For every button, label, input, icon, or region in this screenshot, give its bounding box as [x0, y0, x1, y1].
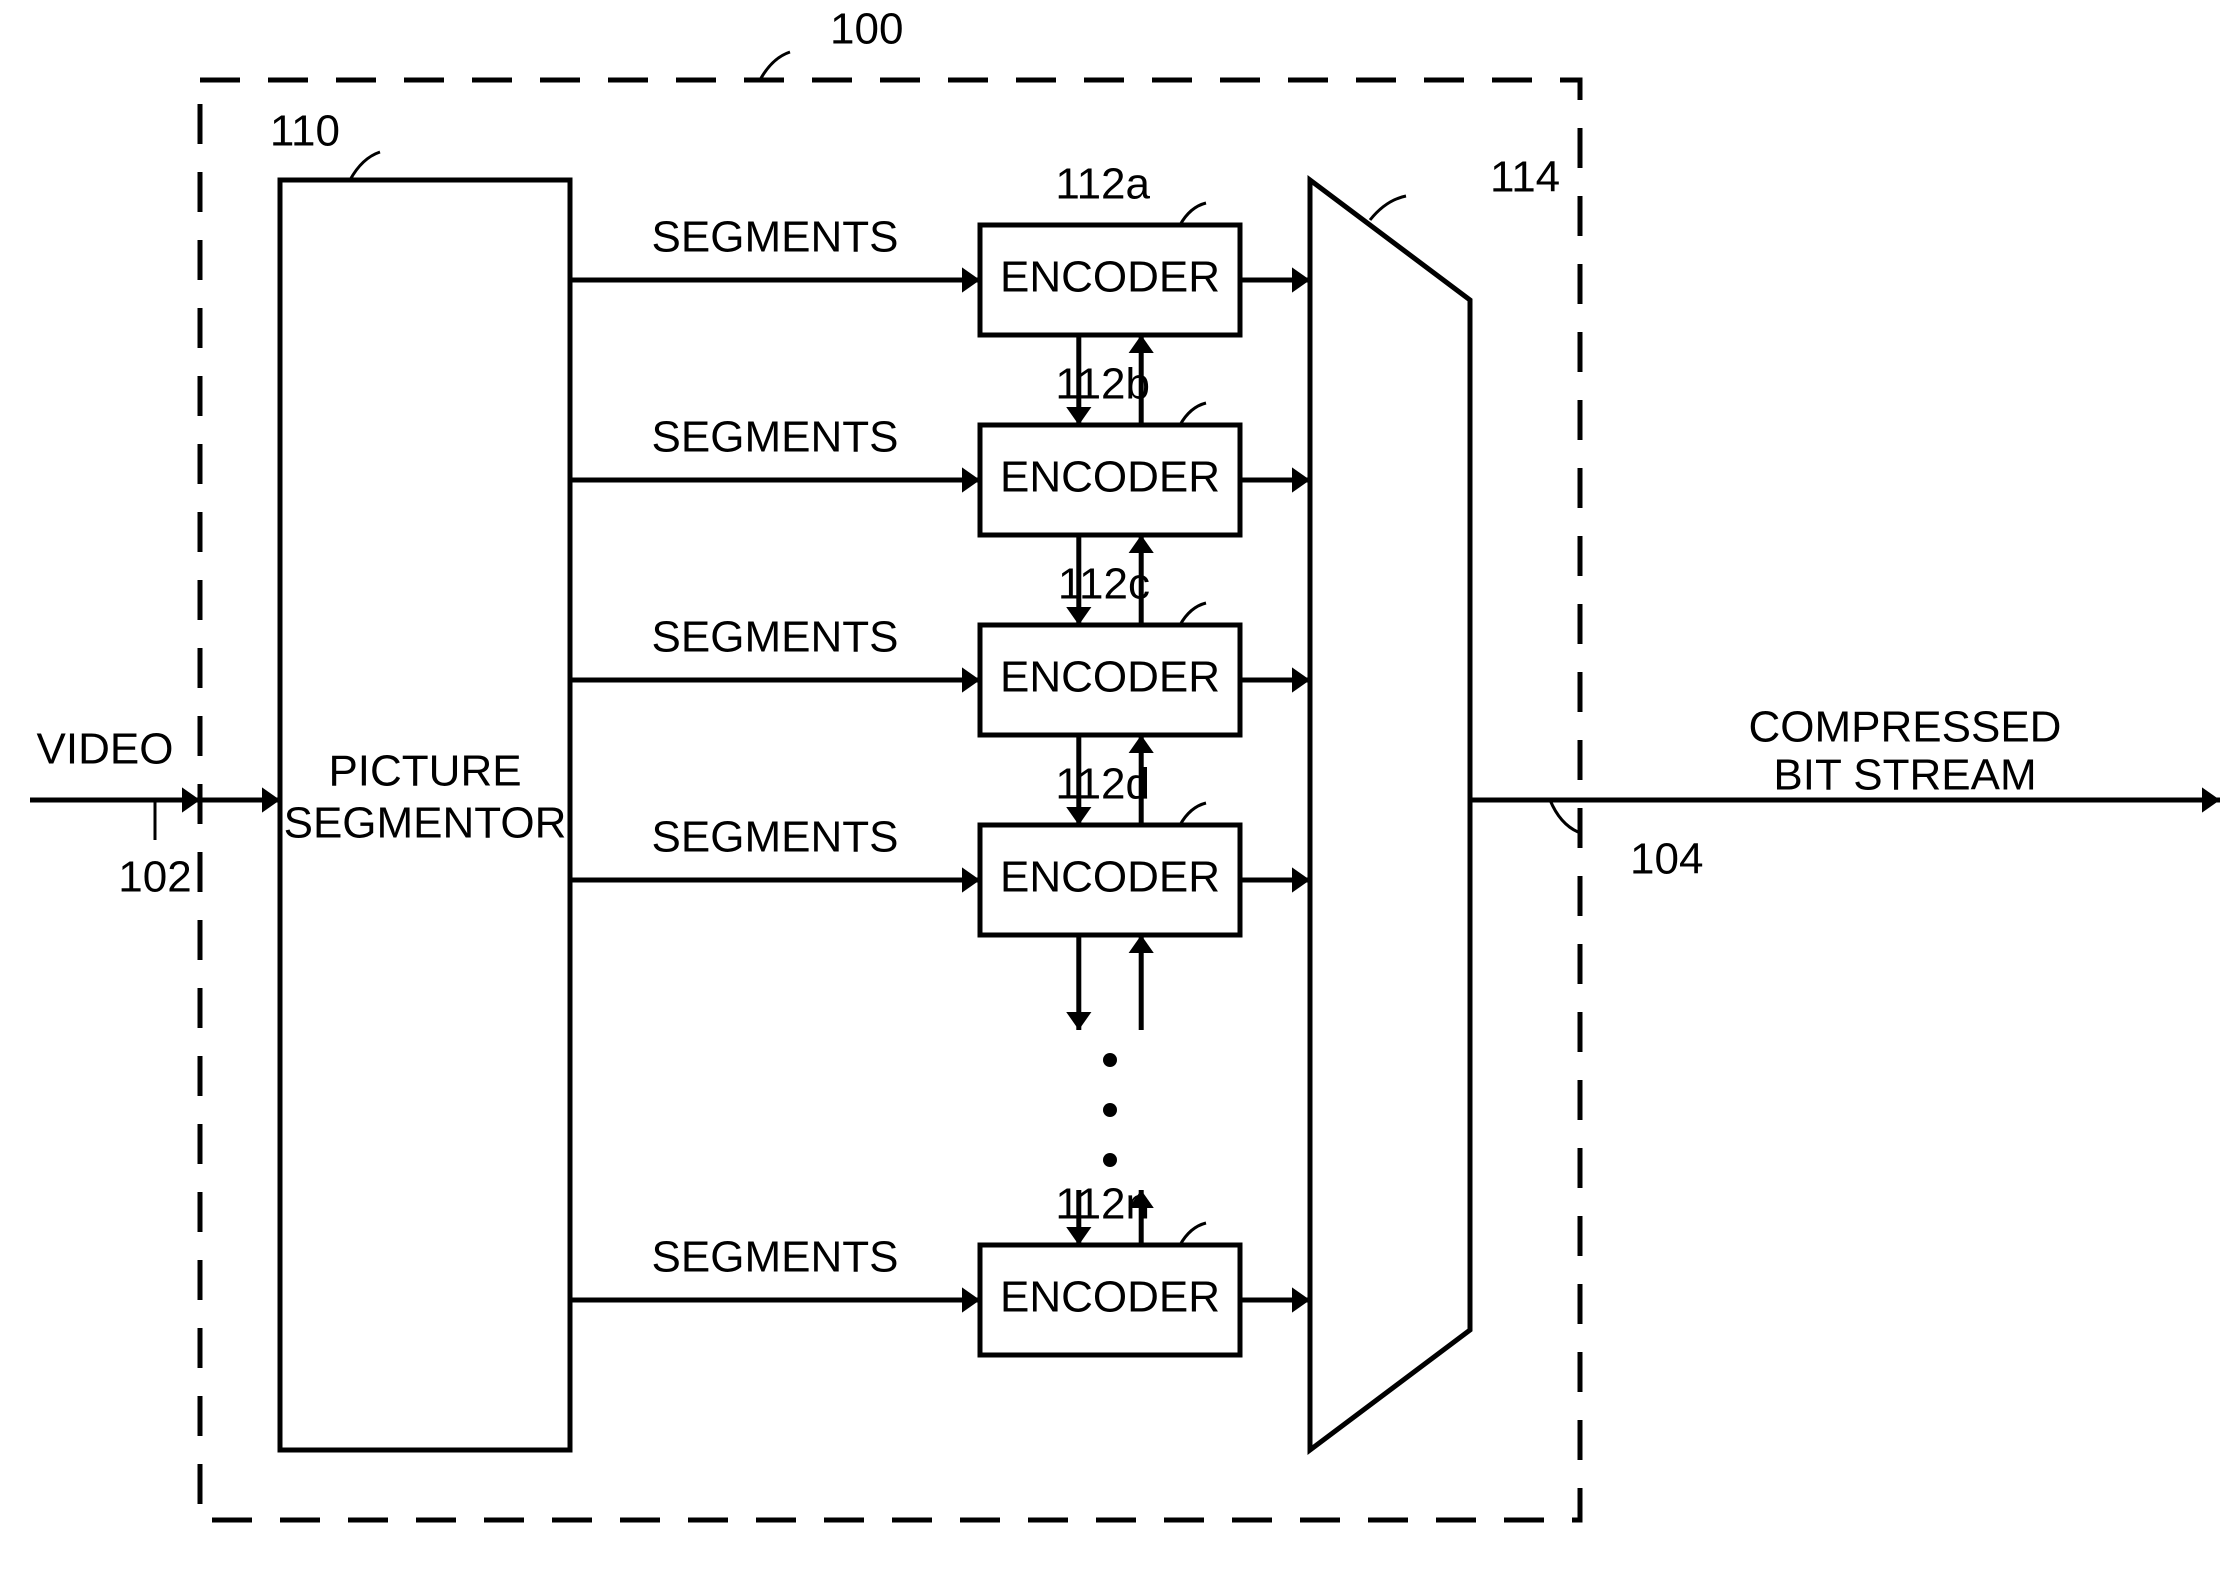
output-label-1: COMPRESSED [1749, 703, 2062, 752]
ref-102: 102 [118, 853, 191, 902]
ref-112a: 112a [1055, 160, 1150, 209]
multiplexer [1310, 180, 1470, 1450]
ref-110: 110 [270, 107, 340, 156]
ref-114: 114 [1490, 153, 1560, 202]
ref-100: 100 [830, 5, 903, 54]
encoder-label-112a: ENCODER [1000, 253, 1220, 302]
ellipsis-dot [1103, 1103, 1117, 1117]
ref-112b: 112b [1055, 360, 1150, 409]
input-label: VIDEO [37, 725, 174, 774]
encoder-label-112n: ENCODER [1000, 1273, 1220, 1322]
diagram-canvas: 100 VIDEO 102 PICTURESEGMENTOR 110 114 COMPRES… [0, 0, 2236, 1594]
ref-112d: 112d [1055, 760, 1150, 809]
ellipsis-dot [1103, 1153, 1117, 1167]
edge-label-2: SEGMENTS [652, 613, 899, 662]
ellipsis-dot [1103, 1053, 1117, 1067]
ref-112c: 112c [1058, 560, 1150, 609]
encoder-label-112d: ENCODER [1000, 853, 1220, 902]
edge-label-3: SEGMENTS [652, 813, 899, 862]
ref-104: 104 [1630, 835, 1703, 884]
output-label-2: BIT STREAM [1773, 751, 2036, 800]
encoder-label-112c: ENCODER [1000, 653, 1220, 702]
edge-label-0: SEGMENTS [652, 213, 899, 262]
edge-label-1: SEGMENTS [652, 413, 899, 462]
segmentor-label-2: SEGMENTOR [284, 799, 567, 848]
segmentor-label-1: PICTURE [328, 747, 521, 796]
edge-label-4: SEGMENTS [652, 1233, 899, 1282]
encoder-label-112b: ENCODER [1000, 453, 1220, 502]
